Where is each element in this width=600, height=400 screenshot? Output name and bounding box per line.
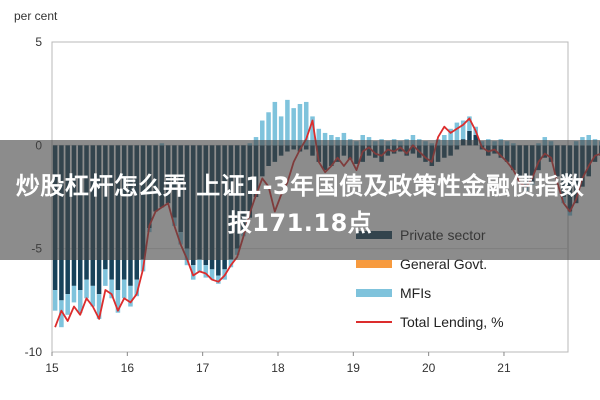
bar-mfis xyxy=(297,104,303,146)
bar-mfis xyxy=(285,99,290,146)
bar-mfis xyxy=(291,108,296,146)
legend-label-mfis: MFIs xyxy=(400,285,431,301)
legend-label-general-govt: General Govt. xyxy=(400,256,487,272)
overlay-banner xyxy=(0,140,600,260)
bar-mfis xyxy=(448,128,453,146)
bar-mfis xyxy=(190,265,196,280)
y-tick-label: -10 xyxy=(25,345,43,359)
banner-subline: 报171.18点 xyxy=(227,209,373,237)
legend-swatch-general-govt xyxy=(356,260,392,268)
x-tick-label: 16 xyxy=(121,361,135,375)
x-tick-label: 15 xyxy=(45,361,59,375)
bar-mfis xyxy=(103,269,108,286)
bar-mfis xyxy=(59,300,64,328)
bar-mfis xyxy=(467,116,472,131)
x-tick-labels: 15 16 17 18 19 20 21 xyxy=(45,352,511,375)
bar-mfis xyxy=(109,279,114,299)
bar-mfis xyxy=(197,259,202,272)
legend-swatch-mfis xyxy=(356,289,392,297)
x-tick-label: 19 xyxy=(347,361,361,375)
bar-mfis xyxy=(310,116,315,146)
y-axis-label: per cent xyxy=(14,9,58,23)
bar-mfis xyxy=(272,101,278,146)
bar-mfis xyxy=(90,285,96,307)
bar-private-sector xyxy=(467,130,472,146)
bar-mfis xyxy=(77,290,83,313)
bar-mfis xyxy=(209,269,215,280)
bar-mfis xyxy=(316,128,322,146)
x-tick-label: 17 xyxy=(196,361,210,375)
bar-mfis xyxy=(84,279,89,299)
bar-mfis xyxy=(65,294,70,315)
bar-mfis xyxy=(460,120,466,140)
bar-mfis xyxy=(322,132,328,146)
bar-mfis xyxy=(96,294,102,319)
bar-mfis xyxy=(266,112,271,146)
bar-mfis xyxy=(134,279,140,297)
x-tick-label: 18 xyxy=(271,361,285,375)
bar-mfis xyxy=(454,122,460,146)
bar-mfis xyxy=(278,116,284,146)
x-tick-label: 20 xyxy=(422,361,436,375)
bar-mfis xyxy=(52,290,58,311)
legend-label-total-lending: Total Lending, % xyxy=(400,314,504,330)
bar-mfis xyxy=(115,290,121,313)
banner-headline: 炒股杠杆怎么弄 上证1-3年国债及政策性金融债指数 xyxy=(15,172,585,200)
bar-mfis xyxy=(71,285,77,303)
bar-mfis xyxy=(203,265,209,278)
bar-mfis xyxy=(228,259,234,268)
bar-mfis xyxy=(303,101,309,146)
bar-mfis xyxy=(341,132,347,146)
y-tick-label: 5 xyxy=(35,35,42,49)
x-tick-label: 21 xyxy=(497,361,511,375)
bar-mfis xyxy=(121,279,127,299)
bar-mfis xyxy=(128,285,133,307)
bar-mfis xyxy=(260,120,265,146)
bar-mfis xyxy=(216,275,221,284)
